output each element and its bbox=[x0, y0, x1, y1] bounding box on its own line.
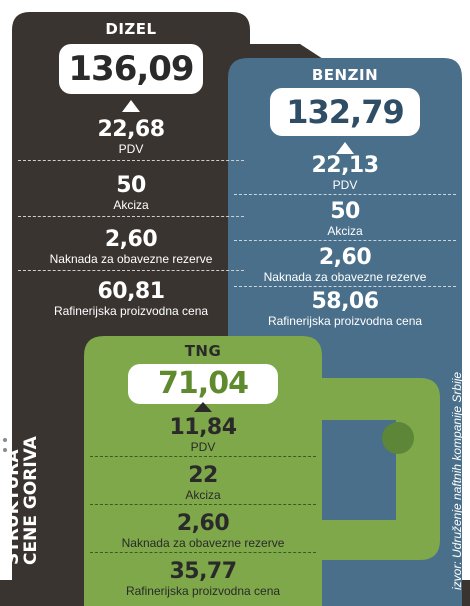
benzin-title: BENZIN bbox=[311, 66, 379, 84]
side-title: STRUKTURA CENE GORIVA bbox=[3, 436, 41, 565]
diesel-component: 50 Akciza bbox=[12, 173, 250, 213]
benzin-value: 2,60 bbox=[318, 245, 372, 270]
tng-label: Naknada za obavezne rezerve bbox=[121, 536, 285, 550]
diesel-component: 2,60 Naknada za obavezne rezerve bbox=[12, 227, 250, 267]
benzin-component: 2,60 Naknada za obavezne rezerve bbox=[228, 245, 462, 285]
tng-value: 22 bbox=[188, 463, 218, 488]
diesel-value: 60,81 bbox=[97, 279, 165, 304]
diesel-label: Rafinerijska proizvodna cena bbox=[53, 304, 209, 318]
benzin-total: 132,79 bbox=[270, 88, 420, 136]
tng-title: TNG bbox=[184, 342, 222, 360]
benzin-label: Akciza bbox=[327, 224, 363, 238]
tng-divider bbox=[90, 456, 316, 457]
tng-component: 22 Akciza bbox=[84, 463, 322, 503]
tng-label: Rafinerijska proizvodna cena bbox=[125, 584, 281, 598]
tng-arrow-icon bbox=[194, 402, 212, 412]
tng-component: 2,60 Naknada za obavezne rezerve bbox=[84, 511, 322, 551]
benzin-component: 22,13 PDV bbox=[228, 153, 462, 193]
benzin-value: 58,06 bbox=[311, 289, 379, 314]
side-title-line: STRUKTURA bbox=[3, 449, 23, 565]
decor-dot bbox=[3, 448, 7, 452]
benzin-value: 50 bbox=[330, 199, 360, 224]
decor-dot bbox=[3, 438, 7, 442]
diesel-total: 136,09 bbox=[59, 44, 203, 94]
tng-panel: TNG 71,04 11,84 PDV 22 Akciza 2,60 Nakna… bbox=[84, 336, 322, 606]
diesel-label: Akciza bbox=[113, 198, 149, 212]
benzin-label: PDV bbox=[332, 178, 358, 192]
diesel-component: 60,81 Rafinerijska proizvodna cena bbox=[12, 279, 250, 319]
tng-divider bbox=[90, 552, 316, 553]
tng-component: 11,84 PDV bbox=[84, 415, 322, 455]
source-note: izvor: Udruženje naftnih kompanije Srbij… bbox=[450, 371, 464, 590]
tng-handle-shape bbox=[318, 378, 440, 560]
benzin-divider bbox=[234, 194, 456, 195]
diesel-value: 2,60 bbox=[104, 227, 158, 252]
tng-label: Akciza bbox=[185, 488, 221, 502]
diesel-divider bbox=[18, 160, 244, 161]
diesel-value: 22,68 bbox=[97, 117, 165, 142]
diesel-component: 22,68 PDV bbox=[12, 117, 250, 157]
benzin-label: Naknada za obavezne rezerve bbox=[263, 270, 427, 284]
diesel-arrow-icon bbox=[122, 100, 140, 112]
benzin-component: 58,06 Rafinerijska proizvodna cena bbox=[228, 289, 462, 329]
benzin-arrow-icon bbox=[336, 142, 354, 154]
diesel-value: 50 bbox=[116, 173, 146, 198]
diesel-title: DIZEL bbox=[105, 20, 157, 38]
benzin-component: 50 Akciza bbox=[228, 199, 462, 239]
benzin-divider bbox=[234, 286, 456, 287]
tng-handle-hole bbox=[382, 422, 414, 454]
tng-value: 11,84 bbox=[169, 415, 237, 440]
tng-component: 35,77 Rafinerijska proizvodna cena bbox=[84, 559, 322, 599]
side-title-line: CENE GORIVA bbox=[21, 436, 41, 565]
benzin-divider bbox=[234, 240, 456, 241]
diesel-divider bbox=[18, 270, 244, 271]
benzin-value: 22,13 bbox=[311, 153, 379, 178]
tng-value: 35,77 bbox=[169, 559, 237, 584]
benzin-panel: BENZIN 132,79 22,13 PDV 50 Akciza 2,60 N… bbox=[228, 58, 462, 338]
diesel-label: PDV bbox=[118, 142, 144, 156]
tng-divider bbox=[90, 504, 316, 505]
diesel-label: Naknada za obavezne rezerve bbox=[49, 252, 213, 266]
tng-total: 71,04 bbox=[128, 364, 278, 404]
diesel-divider bbox=[18, 216, 244, 217]
benzin-label: Rafinerijska proizvodna cena bbox=[267, 314, 423, 328]
diesel-panel: DIZEL 136,09 22,68 PDV 50 Akciza 2,60 Na… bbox=[12, 12, 250, 332]
tng-value: 2,60 bbox=[176, 511, 230, 536]
tng-label: PDV bbox=[190, 440, 216, 454]
